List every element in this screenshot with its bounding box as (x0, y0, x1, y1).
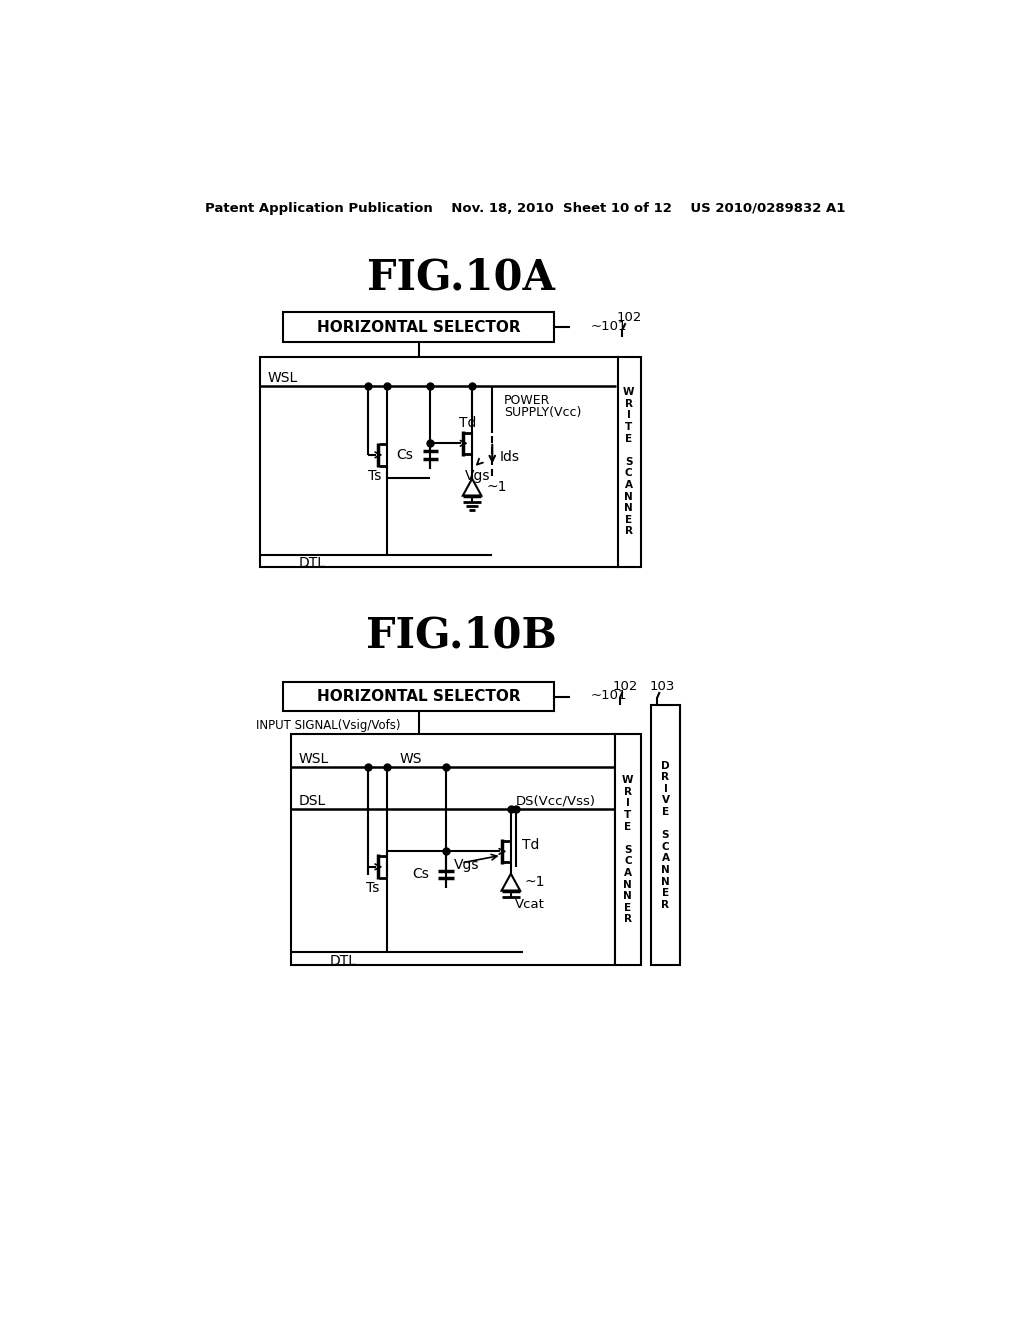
Bar (283, 682, 554, 711)
Bar (291, 734, 614, 965)
Text: HORIZONTAL SELECTOR: HORIZONTAL SELECTOR (316, 689, 520, 704)
Text: HORIZONTAL SELECTOR: HORIZONTAL SELECTOR (316, 319, 520, 334)
Text: Vcat: Vcat (515, 898, 545, 911)
Text: 102: 102 (616, 312, 642, 325)
Text: Cs: Cs (396, 447, 414, 462)
Text: Td: Td (521, 838, 539, 853)
Text: Ids: Ids (500, 450, 520, 465)
Bar (651, 705, 680, 965)
Text: WSL: WSL (299, 752, 329, 766)
Text: Td: Td (459, 416, 476, 430)
Text: Cs: Cs (412, 867, 429, 882)
Text: W
R
I
T
E
 
S
C
A
N
N
E
R: W R I T E S C A N N E R (623, 775, 634, 924)
Text: W
R
I
T
E
 
S
C
A
N
N
E
R: W R I T E S C A N N E R (623, 387, 635, 536)
Text: Ts: Ts (368, 470, 381, 483)
Bar (614, 734, 641, 965)
Text: WSL: WSL (267, 371, 298, 385)
Text: Ts: Ts (367, 882, 380, 895)
Text: DSL: DSL (299, 795, 326, 808)
Text: 102: 102 (612, 680, 638, 693)
Bar (283, 313, 554, 342)
Text: DTL: DTL (299, 556, 326, 570)
Text: ~1: ~1 (486, 480, 507, 494)
Text: DS(Vcc/Vss): DS(Vcc/Vss) (515, 795, 596, 808)
Text: ~101: ~101 (591, 319, 627, 333)
Text: Vgs: Vgs (465, 469, 490, 483)
Text: ~1: ~1 (524, 875, 546, 890)
Bar (260, 358, 617, 566)
Text: INPUT SIGNAL(Vsig/Vofs): INPUT SIGNAL(Vsig/Vofs) (256, 718, 400, 731)
Bar (616, 358, 641, 566)
Text: SUPPLY(Vcc): SUPPLY(Vcc) (504, 407, 582, 418)
Text: 103: 103 (649, 680, 675, 693)
Text: Patent Application Publication    Nov. 18, 2010  Sheet 10 of 12    US 2010/02898: Patent Application Publication Nov. 18, … (205, 202, 845, 215)
Text: Vgs: Vgs (454, 858, 479, 873)
Text: FIG.10B: FIG.10B (366, 615, 557, 657)
Text: ~101: ~101 (591, 689, 627, 702)
Text: POWER: POWER (504, 395, 550, 408)
Text: FIG.10A: FIG.10A (368, 257, 555, 298)
Text: DTL: DTL (330, 954, 356, 968)
Text: D
R
I
V
E
 
S
C
A
N
N
E
R: D R I V E S C A N N E R (662, 760, 670, 909)
Text: WS: WS (399, 752, 422, 766)
